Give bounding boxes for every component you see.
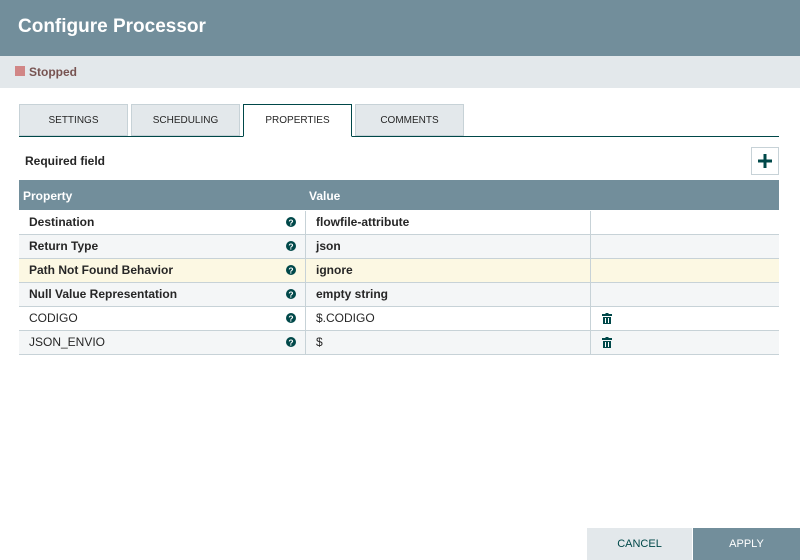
tab[interactable]: SETTINGS: [19, 104, 128, 136]
divider: [590, 235, 591, 258]
divider: [590, 283, 591, 306]
property-row[interactable]: JSON_ENVIO? $: [19, 331, 779, 355]
svg-text:?: ?: [288, 217, 293, 227]
dialog-title: Configure Processor: [18, 16, 206, 37]
svg-text:?: ?: [288, 265, 293, 275]
help-icon[interactable]: ?: [286, 265, 296, 275]
divider: [305, 283, 306, 306]
svg-text:?: ?: [288, 241, 293, 251]
help-icon[interactable]: ?: [286, 337, 296, 347]
tab-underline: [19, 136, 779, 137]
plus-icon: [758, 154, 772, 168]
divider: [305, 211, 306, 234]
column-header: Property: [23, 189, 73, 203]
status-text: Stopped: [29, 65, 77, 79]
property-value[interactable]: json: [316, 239, 341, 253]
property-row[interactable]: Destination? flowfile-attribute: [19, 211, 779, 235]
property-value[interactable]: $: [316, 335, 323, 349]
help-icon[interactable]: ?: [286, 313, 296, 323]
divider: [305, 331, 306, 354]
property-row[interactable]: Null Value Representation? empty string: [19, 283, 779, 307]
property-row[interactable]: Path Not Found Behavior? ignore: [19, 259, 779, 283]
tab[interactable]: SCHEDULING: [131, 104, 240, 136]
svg-text:?: ?: [288, 289, 293, 299]
status-bar: Stopped: [0, 56, 800, 88]
help: ?: [286, 289, 296, 299]
tab[interactable]: COMMENTS: [355, 104, 464, 136]
svg-text:?: ?: [288, 313, 293, 323]
delete: [602, 337, 612, 348]
required-label: Required field: [25, 154, 106, 168]
property-value[interactable]: $.CODIGO: [316, 311, 375, 325]
divider: [305, 259, 306, 282]
delete: [602, 313, 612, 324]
property-name: Destination: [29, 215, 95, 229]
divider: [305, 235, 306, 258]
column-header: Value: [309, 189, 341, 203]
add-property-button[interactable]: [751, 147, 779, 175]
delete-icon[interactable]: [602, 337, 612, 348]
help: ?: [286, 217, 296, 227]
help: ?: [286, 265, 296, 275]
property-row[interactable]: Return Type? json: [19, 235, 779, 259]
divider: [590, 259, 591, 282]
divider: [590, 211, 591, 234]
apply-button[interactable]: APPLY: [693, 528, 800, 560]
divider: [590, 331, 591, 354]
svg-text:?: ?: [288, 337, 293, 347]
property-value[interactable]: empty string: [316, 287, 389, 301]
tab[interactable]: PROPERTIES: [243, 104, 352, 137]
property-value[interactable]: ignore: [316, 263, 353, 277]
divider: [305, 307, 306, 330]
property-name: Null Value Representation: [29, 287, 178, 301]
property-value[interactable]: flowfile-attribute: [316, 215, 410, 229]
cancel-button[interactable]: CANCEL: [587, 528, 692, 560]
header: Configure Processor: [0, 0, 800, 56]
property-row[interactable]: CODIGO? $.CODIGO: [19, 307, 779, 331]
help: ?: [286, 337, 296, 347]
help-icon[interactable]: ?: [286, 217, 296, 227]
property-name: Path Not Found Behavior: [29, 263, 173, 277]
help-icon[interactable]: ?: [286, 289, 296, 299]
table-header: Property Value: [19, 180, 779, 210]
help: ?: [286, 313, 296, 323]
divider: [590, 307, 591, 330]
property-name: Return Type: [29, 239, 99, 253]
help-icon[interactable]: ?: [286, 241, 296, 251]
delete-icon[interactable]: [602, 313, 612, 324]
property-name: JSON_ENVIO: [29, 335, 106, 349]
property-name: CODIGO: [29, 311, 78, 325]
status-icon: [15, 66, 25, 76]
help: ?: [286, 241, 296, 251]
